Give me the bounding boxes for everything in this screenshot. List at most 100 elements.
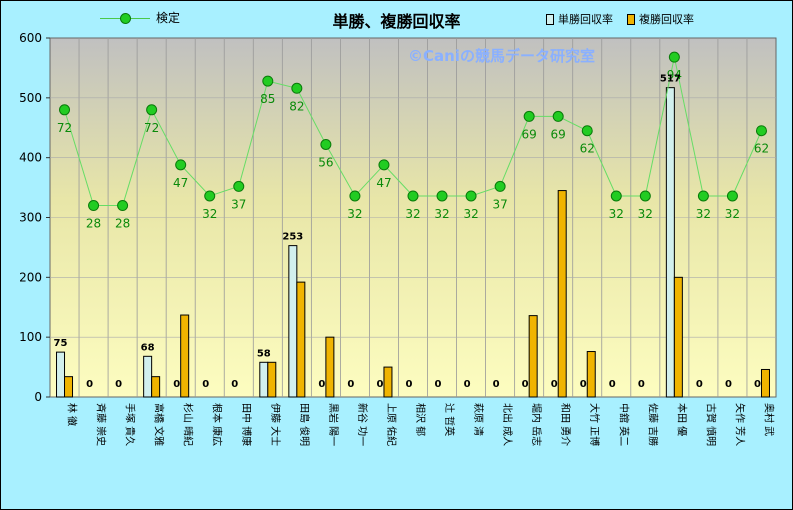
bar-win-label: 0 [754,379,761,390]
data-labels: 75 0 0 68 0 0 0 58 253 0 0 0 0 0 0 0 0 0 0 0 0 517 0 0 0 [54,74,761,390]
bar-win [288,245,298,398]
y-tick-label: 0 [34,390,42,404]
line-point-label: 32 [405,207,420,221]
line-point-label: 32 [696,207,711,221]
x-tick-label: 杉山 晴紀 [182,403,195,446]
x-tick-label: 北出 成人 [501,403,514,446]
bar-win-label: 0 [347,379,354,390]
line-point [523,110,535,122]
line-point-label: 37 [492,197,507,211]
bar-win [259,361,269,398]
legend-swatch-place [627,13,635,25]
line-point [349,190,361,202]
legend-line: 検定 [100,9,180,26]
x-tick-label: 根本 康広 [211,403,224,446]
bar-win-label: 0 [406,379,413,390]
line-point [610,190,622,202]
bar-place [296,281,306,398]
x-tick-label: 矢作 芳人 [733,403,746,446]
line-point [88,200,100,212]
legend-line-label: 検定 [156,11,181,25]
line-point-label: 32 [347,207,362,221]
bar-win-label: 0 [173,379,180,390]
x-tick-label: 大竹 正博 [588,403,601,446]
line-point [668,51,680,63]
line-point-label: 62 [754,142,769,156]
line-point-label: 62 [580,142,595,156]
bar-place [151,376,161,398]
line-point-label: 69 [551,127,566,141]
bar-win-label: 0 [580,379,587,390]
bar-place [325,336,335,398]
line-point [552,110,564,122]
line-point [146,104,158,116]
x-tick-label: 上原 佑紀 [385,403,398,446]
x-tick-label: 本田 優 [675,403,688,436]
x-tick-label: 古賀 慎明 [704,403,717,446]
legend-label-win: 単勝回収率 [558,13,613,26]
bar-win-label: 68 [141,342,155,353]
line-point [465,190,477,202]
line-point [117,200,129,212]
bar-place [557,190,567,398]
bar-win-label: 0 [376,379,383,390]
line-point-label: 69 [522,127,537,141]
bar-win-label: 0 [435,379,442,390]
line-point-label: 32 [638,207,653,221]
line-point [407,190,419,202]
bar-win-label: 0 [318,379,325,390]
bar-win [665,87,675,398]
bar-place [673,276,683,398]
x-tick-label: 奥村 武 [762,403,775,436]
x-tick-label: 辻 哲英 [443,403,456,436]
y-tick-label: 600 [19,31,42,45]
bar-place [586,351,596,398]
line-point [755,125,767,137]
legend-item-place: 複勝回収率 [627,11,694,27]
bar-place [64,376,74,398]
x-tick-label: 林 徹 [66,403,79,426]
bar-win-label: 0 [725,379,732,390]
bar-win-label: 0 [609,379,616,390]
line-point-label: 85 [260,92,275,106]
bar-win-label: 0 [202,379,209,390]
line-series: 72 28 28 72 47 32 37 85 82 56 32 47 32 32 32 37 69 69 62 32… [57,51,769,231]
bar-win-label: 58 [257,348,271,359]
chart-title: 単勝、複勝回収率 [332,12,461,31]
bar-win-label: 0 [115,379,122,390]
line-point [233,180,245,192]
x-tick-label: 斉藤 崇史 [95,403,108,446]
line-point [59,104,71,116]
bar-win-label: 0 [551,379,558,390]
line-point-label: 28 [115,217,130,231]
line-point [175,159,187,171]
bar-win [143,355,153,398]
bars [56,87,770,398]
line-point-label: 32 [463,207,478,221]
line-point-label: 47 [376,176,391,190]
x-tick-label: 中舘 英二 [617,403,630,446]
bar-win-label: 0 [86,379,93,390]
bar-win-label: 0 [493,379,500,390]
legend-line-marker [100,12,150,24]
bar-win-label: 0 [464,379,471,390]
line-point [639,190,651,202]
line-point [262,75,274,87]
legend-bars: 単勝回収率 複勝回収率 [546,11,694,27]
bar-win-label: 0 [696,379,703,390]
line-point-label: 47 [173,176,188,190]
bar-win-label: 75 [54,338,68,349]
bar-place [180,314,190,398]
bar-place [267,361,277,398]
line-point [436,190,448,202]
x-tick-label: 堀内 岳志 [530,403,543,446]
line-point-label: 32 [609,207,624,221]
line-point-label: 72 [57,121,72,135]
x-tick-label: 新谷 功一 [356,403,369,446]
x-axis: 林 徹 斉藤 崇史 手塚 貴久 高橋 文雅 杉山 晴紀 根本 康広 田中 博康 伊藤 大士 田島… [66,403,776,446]
x-tick-label: 和田 勇介 [559,403,571,446]
x-tick-label: 伊藤 大士 [269,403,282,446]
line-point-label: 82 [289,99,304,113]
legend-swatch-win [546,13,554,25]
